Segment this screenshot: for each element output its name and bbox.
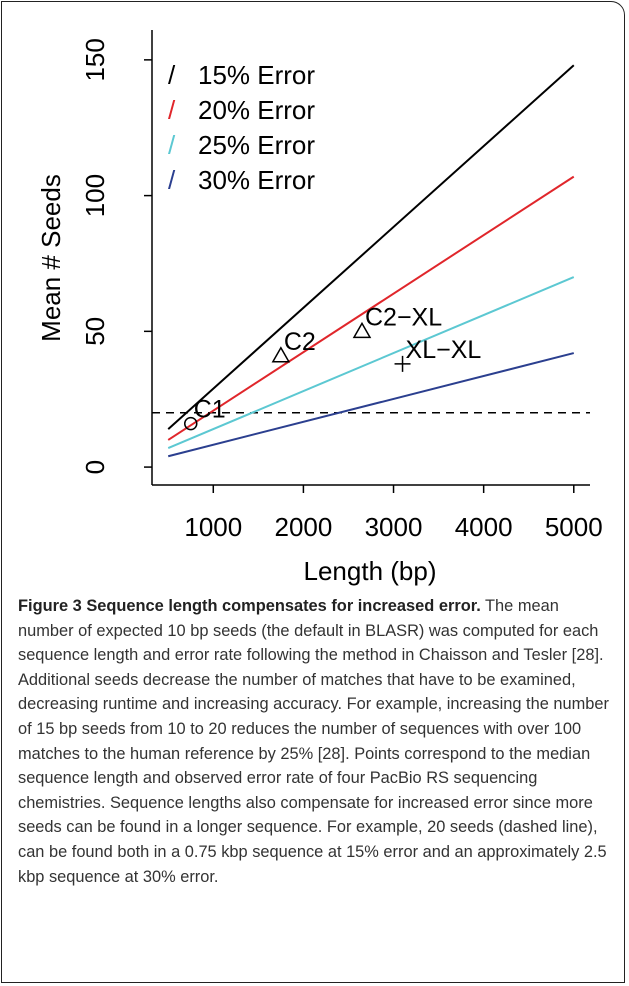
point-label: XL−XL bbox=[406, 336, 482, 364]
x-axis-label: Length (bp) bbox=[304, 556, 437, 586]
point bbox=[394, 355, 411, 372]
caption: Figure 3 Sequence length compensates for… bbox=[18, 594, 614, 889]
y-tick-label: 150 bbox=[80, 38, 110, 81]
legend-label: 25% Error bbox=[198, 130, 315, 160]
point-label: C2 bbox=[284, 328, 316, 356]
point-label: C2−XL bbox=[365, 303, 442, 331]
series-line bbox=[167, 64, 575, 430]
legend-label: 15% Error bbox=[198, 60, 315, 90]
legend-symbol: / bbox=[168, 130, 176, 160]
x-tick-label: 1000 bbox=[184, 512, 242, 542]
legend-symbol: / bbox=[168, 95, 176, 125]
series-line bbox=[167, 276, 575, 450]
series-line bbox=[167, 352, 575, 458]
y-axis-label: Mean # Seeds bbox=[36, 174, 66, 342]
y-tick-label: 50 bbox=[80, 317, 110, 346]
caption-title: Sequence length compensates for increase… bbox=[86, 597, 481, 615]
y-tick-label: 0 bbox=[80, 460, 110, 474]
point bbox=[184, 416, 198, 431]
figure-label: Figure 3 bbox=[18, 597, 82, 615]
legend-symbol: / bbox=[168, 165, 176, 195]
series-line bbox=[167, 175, 575, 441]
legend-label: 30% Error bbox=[198, 165, 315, 195]
legend-label: 20% Error bbox=[198, 95, 315, 125]
x-tick-label: 3000 bbox=[365, 512, 423, 542]
point bbox=[271, 346, 291, 363]
x-tick-label: 2000 bbox=[274, 512, 332, 542]
point-label: C1 bbox=[194, 396, 226, 424]
chart: Length (bp) Mean # Seeds 1000 2000 3000 400… bbox=[36, 30, 603, 586]
x-tick-label: 5000 bbox=[545, 512, 603, 542]
legend-symbol: / bbox=[168, 60, 176, 90]
caption-text: The mean number of expected 10 bp seeds … bbox=[18, 597, 609, 886]
x-tick-label: 4000 bbox=[455, 512, 513, 542]
point bbox=[352, 321, 372, 339]
y-tick-label: 100 bbox=[80, 174, 110, 217]
